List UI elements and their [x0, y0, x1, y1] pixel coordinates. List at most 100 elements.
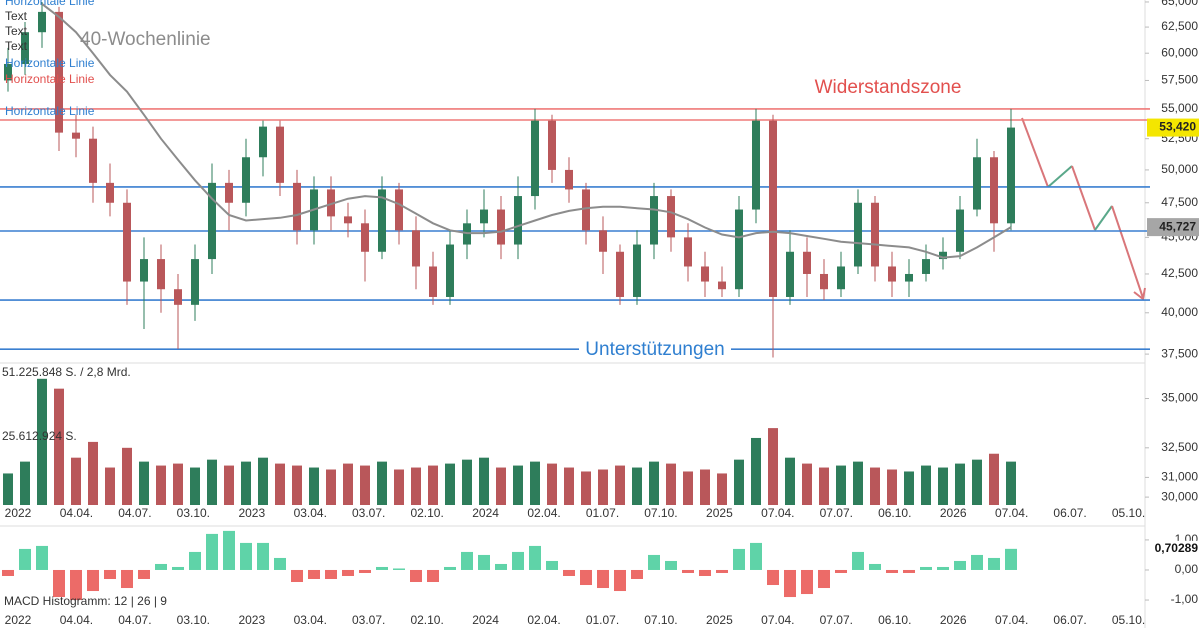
volume-bar [411, 467, 421, 505]
volume-bar [700, 469, 710, 505]
volume-bar [666, 463, 676, 505]
candle-body [514, 196, 522, 245]
candle-body [446, 244, 454, 297]
drawing-label: Text [5, 9, 28, 23]
candle-body [4, 63, 12, 81]
volume-bar [20, 461, 30, 505]
candle-body [378, 189, 386, 252]
candle-body [395, 189, 403, 231]
candle-body [973, 157, 981, 210]
volume-bar [292, 465, 302, 505]
macd-bar [478, 554, 490, 570]
candle-body [769, 120, 777, 297]
candle-body [956, 209, 964, 252]
macd-title: MACD Histogramm: 12 | 26 | 9 [4, 594, 167, 608]
candle-body [888, 266, 896, 282]
forecast-down [1021, 117, 1049, 188]
x-tick-label: 05.10. [1112, 613, 1145, 627]
x-tick-label: 2025 [706, 506, 733, 520]
candle-body [650, 196, 658, 245]
volume-bar [734, 459, 744, 505]
macd-bar [937, 566, 949, 570]
volume-bar [275, 463, 285, 505]
x-tick-label: 02.04. [527, 506, 560, 520]
macd-bar [410, 569, 422, 583]
forecast-down [1071, 165, 1096, 231]
volume-bar [241, 461, 251, 505]
volume-bar [224, 465, 234, 505]
x-tick-label: 04.04. [60, 613, 93, 627]
candle-body [735, 209, 743, 290]
candle-body [633, 244, 641, 297]
price-tag-label: 45,727 [1159, 219, 1196, 233]
volume-bar [105, 467, 115, 505]
macd-tag-label: 0,70289 [1155, 541, 1199, 555]
volume-bar [853, 461, 863, 505]
volume-bar [972, 459, 982, 505]
x-tick-label: 02.04. [527, 613, 560, 627]
y-tick-label: 65,000 [1161, 0, 1198, 8]
y-tick-label: 35,000 [1161, 391, 1198, 405]
x-tick-label: 07.07. [820, 613, 853, 627]
volume-bar [309, 467, 319, 505]
volume-bar [632, 467, 642, 505]
x-tick-label: 04.07. [118, 506, 151, 520]
x-tick-label: 01.07. [586, 613, 619, 627]
x-tick-label: 01.07. [586, 506, 619, 520]
macd-bar [818, 569, 830, 589]
volume-bar [173, 463, 183, 505]
x-tick-label: 2024 [472, 506, 499, 520]
x-tick-label: 07.04. [761, 506, 794, 520]
macd-bar [835, 569, 847, 573]
macd-bar [682, 569, 694, 573]
macd-bar [104, 569, 116, 579]
x-tick-label: 04.04. [60, 506, 93, 520]
macd-bar [665, 560, 677, 570]
candle-body [922, 259, 930, 274]
y-tick-label: -1,00 [1171, 592, 1199, 606]
x-tick-label: 07.04. [995, 613, 1028, 627]
macd-bar [376, 566, 388, 570]
candle-body [89, 138, 97, 183]
candle-body [123, 202, 131, 282]
price-tag-label: 53,420 [1159, 120, 1196, 134]
macd-bar [971, 554, 983, 570]
candle-body [616, 251, 624, 297]
candle-body [208, 182, 216, 260]
macd-bar [206, 533, 218, 570]
macd-bar [87, 569, 99, 592]
candle-body [497, 209, 505, 245]
macd-bar [427, 569, 439, 583]
volume-bar [938, 467, 948, 505]
candle-body [1007, 127, 1015, 224]
volume-bar [598, 469, 608, 505]
macd-bar [240, 542, 252, 570]
x-tick-label: 05.10. [1112, 506, 1145, 520]
macd-bar [512, 551, 524, 570]
volume-bar [496, 467, 506, 505]
macd-bar [257, 542, 269, 570]
volume-bar [190, 467, 200, 505]
x-tick-label: 07.10. [644, 613, 677, 627]
volume-bar [717, 473, 727, 505]
candle-body [565, 169, 573, 190]
macd-bar [546, 560, 558, 570]
candle-body [327, 189, 335, 217]
macd-bar [631, 569, 643, 579]
x-tick-label: 07.04. [761, 613, 794, 627]
candle-body [480, 209, 488, 224]
macd-bar [495, 563, 507, 570]
volume-bar [785, 457, 795, 505]
candle-body [361, 223, 369, 252]
drawing-label: Text [5, 24, 28, 38]
macd-bar [750, 542, 762, 570]
volume-bar [887, 469, 897, 505]
x-tick-label: 2024 [472, 613, 499, 627]
x-tick-label: 2022 [5, 613, 32, 627]
candle-body [21, 32, 29, 64]
macd-bar [1005, 548, 1017, 570]
forecast-up [1047, 165, 1073, 188]
macd-bar [2, 569, 14, 576]
candle-body [548, 120, 556, 170]
